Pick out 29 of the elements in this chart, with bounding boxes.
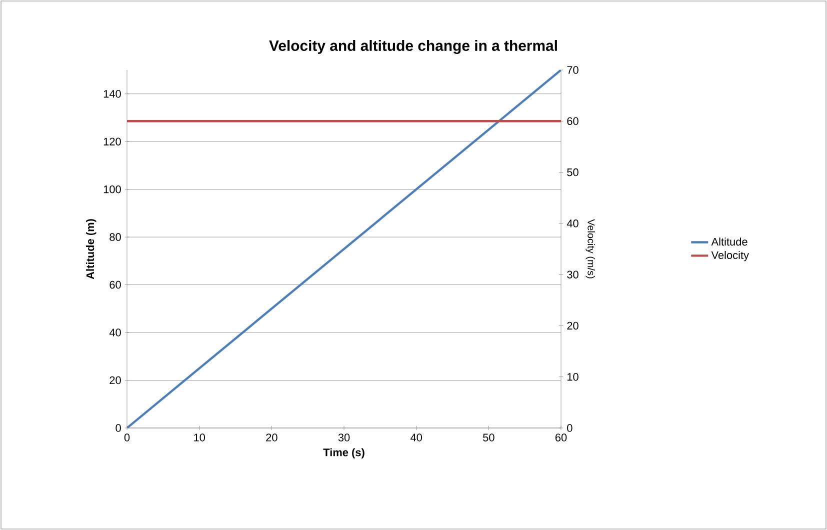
y2-tick-label: 30 (567, 270, 578, 278)
y-tick-label: 0 (116, 424, 121, 432)
y2-axis-title: Velocity (m/s) (586, 219, 595, 278)
y-tick-label: 100 (104, 185, 121, 194)
y2-tick-label: 20 (567, 322, 578, 330)
y-tick-label: 20 (110, 376, 121, 384)
y2-tick-label: 50 (567, 168, 578, 176)
y-tick-label: 60 (110, 280, 121, 289)
y2-tick-label: 0 (567, 424, 572, 432)
y-tick-label: 120 (104, 138, 121, 146)
y2-tick-label: 70 (567, 66, 578, 74)
x-tick-label: 50 (483, 434, 494, 442)
y-tick-label: 40 (109, 328, 121, 336)
y2-tick-label: 40 (566, 220, 578, 228)
y2-tick-label: 10 (567, 372, 578, 381)
x-tick-label: 30 (338, 434, 350, 442)
x-tick-label: 0 (124, 434, 130, 442)
x-tick-label: 40 (410, 434, 422, 442)
y-axis-title: Altitude (m) (86, 219, 96, 280)
x-tick-label: 60 (555, 434, 567, 442)
y-tick-label: 80 (110, 233, 121, 241)
legend-label: Altitude (711, 238, 748, 246)
legend-label: Velocity (711, 250, 749, 262)
y-tick-label: 140 (104, 90, 121, 98)
x-tick-label: 10 (194, 434, 205, 442)
y2-tick-label: 60 (567, 117, 578, 126)
x-tick-label: 20 (266, 434, 278, 442)
chart-title: Velocity and altitude change in a thermal (269, 40, 557, 54)
x-axis-title: Time (s) (323, 448, 364, 458)
